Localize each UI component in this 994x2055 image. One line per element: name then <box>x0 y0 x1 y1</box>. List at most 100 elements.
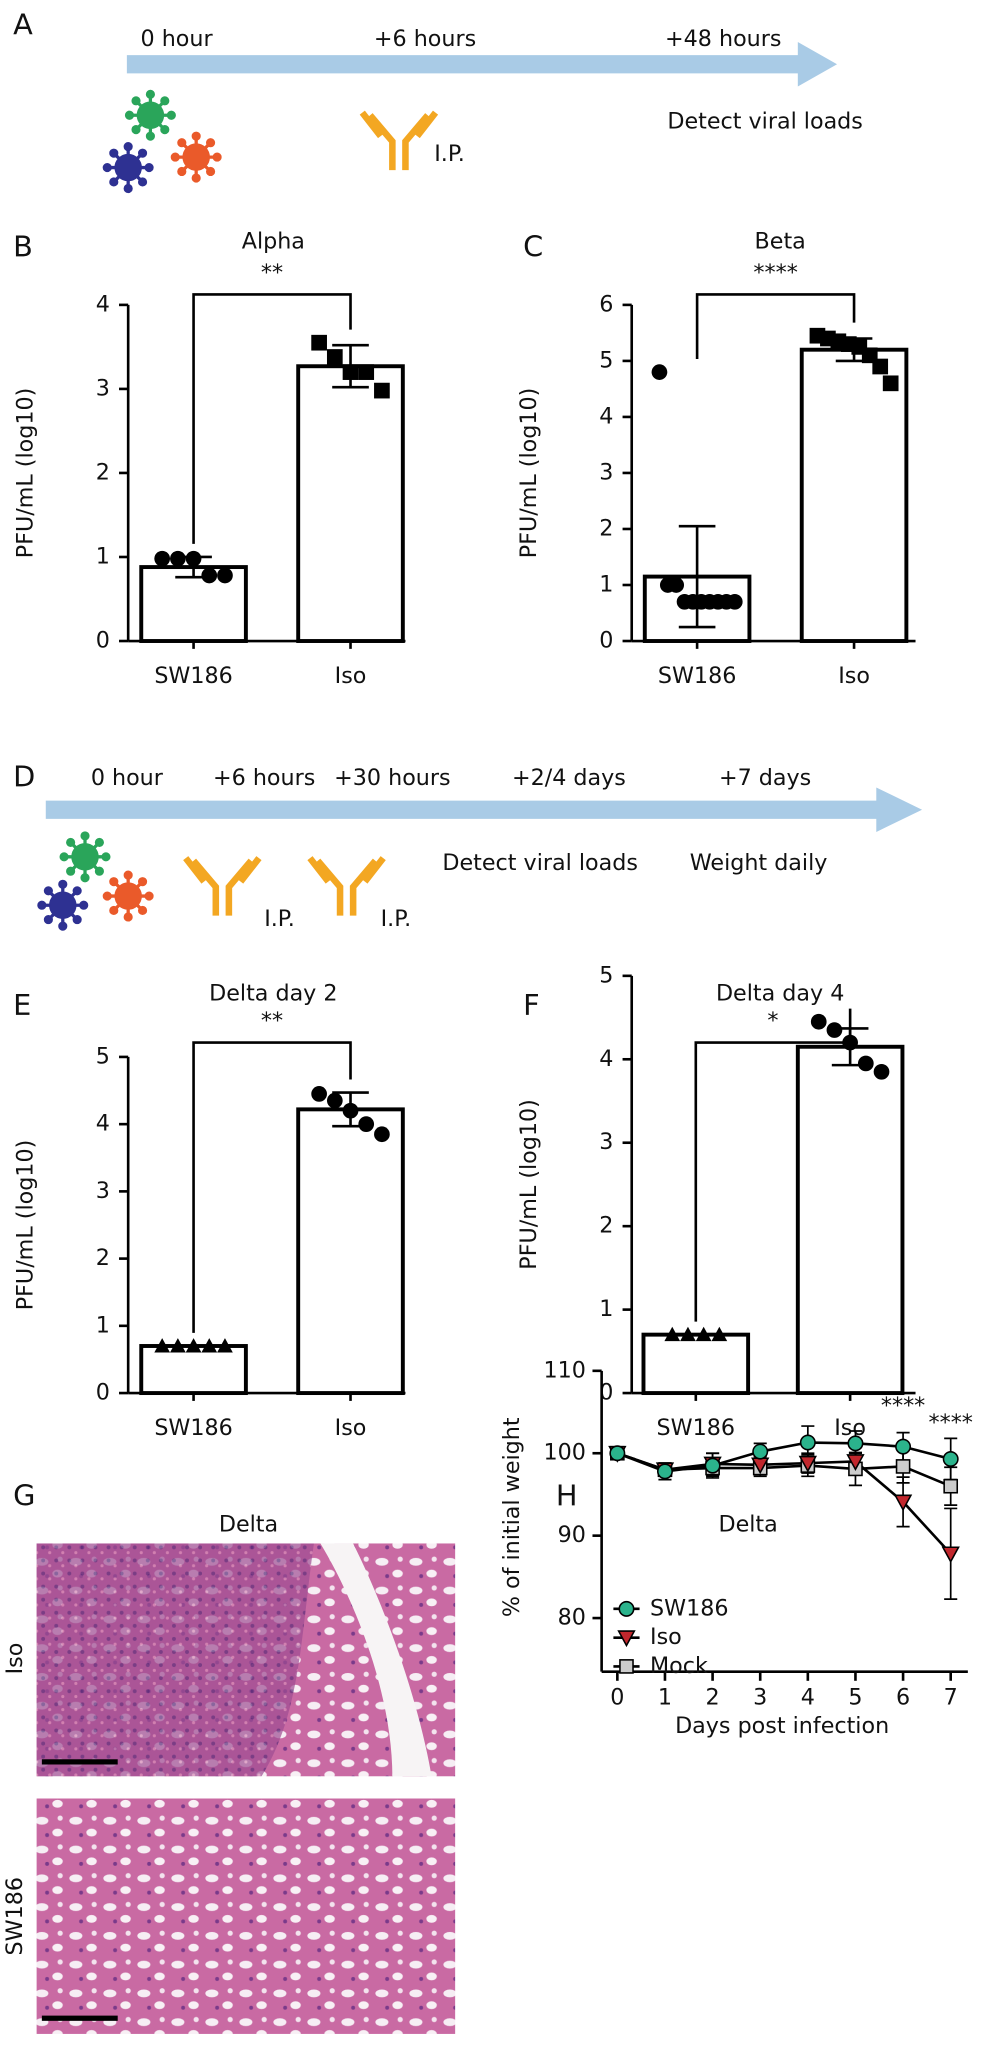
x-tick-label: Iso <box>838 663 870 689</box>
chart-title: Beta <box>755 229 806 255</box>
line-marker <box>942 1451 959 1467</box>
line-marker <box>895 1438 912 1455</box>
significance-bracket <box>192 1041 352 1333</box>
data-point <box>217 567 233 584</box>
time-label: +6 hours <box>213 765 315 791</box>
data-point <box>695 1326 712 1342</box>
y-tick-label: 6 <box>599 291 613 317</box>
y-tick-label: 4 <box>599 1046 613 1072</box>
y-tick-label: 5 <box>599 347 613 373</box>
y-axis-label: PFU/mL (log10) <box>516 1099 542 1270</box>
line-marker <box>943 1478 959 1494</box>
y-tick-label: 3 <box>599 459 613 485</box>
timeline-arrow <box>126 42 838 87</box>
virus-icon <box>169 130 223 184</box>
error-bar <box>678 524 716 629</box>
data-point <box>201 1338 218 1353</box>
readout-label: Weight daily <box>690 850 828 876</box>
data-point <box>826 1022 843 1038</box>
x-tick-label: 2 <box>706 1684 720 1710</box>
row-label: SW186 <box>2 1877 28 1955</box>
y-tick-label: 2 <box>599 1213 613 1239</box>
panel-label: H <box>556 1479 578 1513</box>
y-tick-label: 4 <box>599 403 613 429</box>
time-label: +6 hours <box>374 26 476 52</box>
legend-marker <box>619 1659 634 1674</box>
time-label: 0 hour <box>91 765 164 791</box>
bar <box>139 1344 248 1396</box>
virus-icon <box>101 141 155 195</box>
y-tick-label: 1 <box>599 571 613 597</box>
antibody-icon <box>310 858 383 916</box>
data-point <box>358 364 375 380</box>
x-tick-label: SW186 <box>154 1415 232 1441</box>
time-label: +30 hours <box>334 765 450 791</box>
significance-label: ** <box>261 260 283 286</box>
legend-marker <box>617 1630 636 1648</box>
y-tick-label: 80 <box>558 1605 586 1631</box>
y-axis-label: PFU/mL (log10) <box>516 388 542 559</box>
histology-image <box>320 1543 432 1777</box>
data-point <box>882 375 899 392</box>
data-point <box>651 364 668 380</box>
data-point <box>217 1338 233 1353</box>
timeline-arrow <box>45 787 923 832</box>
antibody-icon <box>362 113 435 171</box>
panel-label: C <box>523 230 543 264</box>
data-point <box>185 550 202 567</box>
injection-label: I.P. <box>264 906 295 932</box>
y-axis-label: % of initial weight <box>499 1417 525 1617</box>
data-point <box>810 1013 827 1030</box>
y-tick-label: 110 <box>544 1357 586 1383</box>
data-point <box>374 1126 390 1143</box>
panel-label: F <box>523 988 540 1022</box>
legend-label: SW186 <box>650 1595 728 1621</box>
data-point <box>154 1338 171 1353</box>
panel-label: D <box>13 759 35 793</box>
line-marker <box>846 1454 865 1471</box>
row-label: Iso <box>2 1643 28 1675</box>
y-tick-label: 2 <box>96 459 110 485</box>
panel-title: Delta <box>219 1512 278 1538</box>
line-marker <box>847 1435 864 1452</box>
chart-title: Delta <box>718 1512 777 1538</box>
x-tick-label: SW186 <box>658 663 736 689</box>
annotation: **** <box>928 1410 972 1436</box>
y-tick-label: 1 <box>599 1296 613 1322</box>
x-tick-label: 4 <box>801 1684 815 1710</box>
panel-label: B <box>13 230 33 264</box>
scale-bar <box>41 1759 118 1765</box>
line-marker <box>895 1459 911 1474</box>
data-point <box>170 550 186 567</box>
data-point <box>873 1063 890 1080</box>
histology-image <box>36 1798 456 2034</box>
bar <box>799 347 909 643</box>
bar <box>296 1107 405 1396</box>
significance-bracket <box>694 1008 852 1322</box>
y-tick-label: 4 <box>96 1111 110 1137</box>
data-point <box>374 382 390 399</box>
data-point <box>185 1338 202 1353</box>
y-tick-label: 90 <box>558 1522 586 1548</box>
chart-title: Delta day 2 <box>209 981 337 1007</box>
antibody-icon <box>186 858 259 916</box>
data-point <box>726 593 743 610</box>
bar <box>641 1332 751 1396</box>
significance-bracket <box>192 293 352 544</box>
panel-label: G <box>13 1479 35 1513</box>
legend-label: Iso <box>650 1624 682 1650</box>
y-tick-label: 0 <box>96 1380 110 1406</box>
y-axis-label: PFU/mL (log10) <box>13 388 39 559</box>
data-point <box>680 1326 696 1342</box>
data-point <box>872 358 889 375</box>
y-tick-label: 1 <box>96 543 110 569</box>
bar <box>296 364 405 643</box>
line-marker <box>799 1434 816 1451</box>
legend-marker <box>618 1600 635 1617</box>
virus-icon <box>58 830 112 884</box>
chart-title: Delta day 4 <box>716 981 844 1007</box>
data-point <box>170 1338 186 1353</box>
line-marker <box>893 1494 913 1512</box>
